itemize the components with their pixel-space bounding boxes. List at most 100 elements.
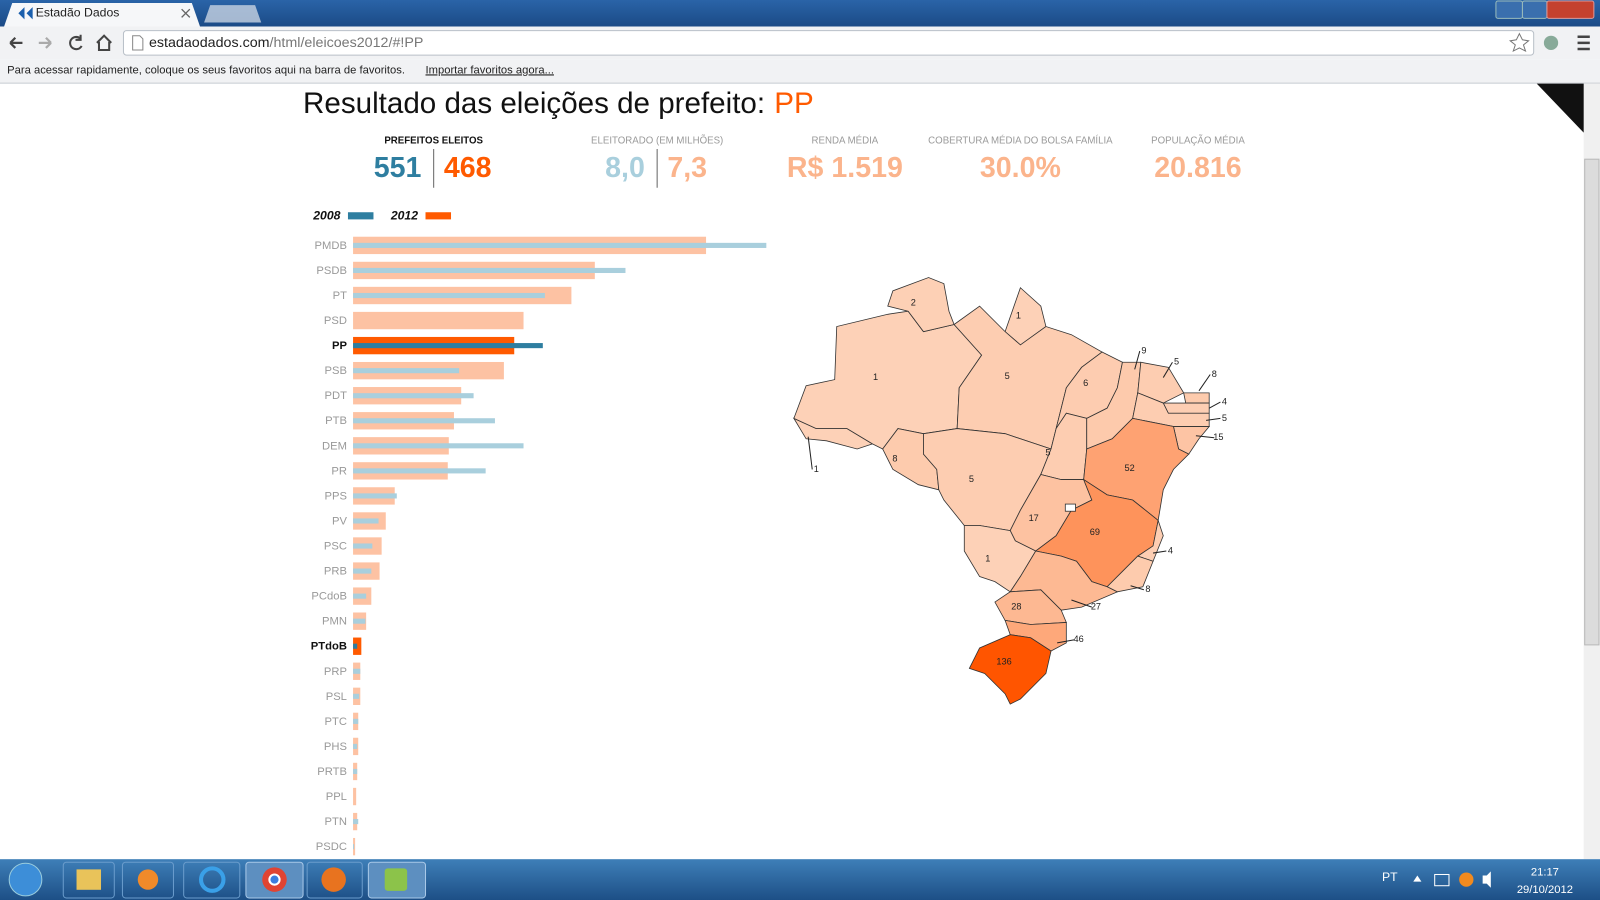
state-label: 4 <box>1222 396 1227 406</box>
category-label[interactable]: PP <box>332 340 347 352</box>
category-label[interactable]: PDT <box>325 390 348 402</box>
bookmarks-text: Para acessar rapidamente, coloque os seu… <box>7 64 405 76</box>
category-label[interactable]: PTdoB <box>311 641 347 653</box>
category-label[interactable]: PT <box>333 290 347 302</box>
bar[interactable] <box>353 267 626 274</box>
stat-label: PREFEITOS ELEITOS <box>384 135 483 146</box>
category-label[interactable]: PV <box>332 515 347 527</box>
category-label[interactable]: PRB <box>324 566 347 578</box>
tray-arrow[interactable] <box>1413 875 1422 882</box>
category-label[interactable]: PPS <box>324 490 346 502</box>
category-label[interactable]: PR <box>331 465 347 477</box>
state[interactable] <box>793 310 983 450</box>
bar[interactable] <box>353 493 397 499</box>
state[interactable] <box>1137 361 1185 404</box>
language[interactable]: PT <box>1382 870 1398 884</box>
category-label[interactable]: PSD <box>324 315 347 327</box>
star-button[interactable] <box>1508 32 1530 53</box>
state-label: 5 <box>1045 447 1050 457</box>
bar[interactable] <box>353 292 545 299</box>
bar[interactable] <box>353 743 358 749</box>
stat-label: ELEITORADO (EM MILHÕES) <box>591 135 723 146</box>
tab[interactable] <box>4 3 200 27</box>
bar[interactable] <box>353 593 367 599</box>
category-label[interactable]: PRTB <box>317 766 347 778</box>
bar[interactable] <box>353 618 366 624</box>
bar[interactable] <box>353 768 358 775</box>
extension-icon[interactable] <box>1543 35 1559 50</box>
category-label[interactable]: PRP <box>324 666 347 678</box>
back-button[interactable] <box>9 36 23 49</box>
bar[interactable] <box>353 368 460 374</box>
firefox-icon <box>321 867 346 892</box>
bar[interactable] <box>353 787 357 806</box>
new-tab[interactable] <box>204 5 262 23</box>
address-bar[interactable] <box>122 30 1535 56</box>
state[interactable] <box>1183 392 1210 404</box>
category-label[interactable]: PTB <box>325 415 347 427</box>
home-button[interactable] <box>96 34 112 52</box>
taskbar-media[interactable] <box>121 861 174 899</box>
bar[interactable] <box>353 468 486 474</box>
bar[interactable] <box>353 543 373 549</box>
network-icon[interactable] <box>1434 873 1450 887</box>
title-bar <box>0 0 1600 27</box>
bar[interactable] <box>353 311 524 330</box>
url-domain: estadaodados.com <box>149 35 270 51</box>
url: estadaodados.com/html/eleicoes2012/#!PP <box>149 35 423 51</box>
state-label: 1 <box>1016 311 1021 321</box>
forward-button[interactable] <box>38 36 52 49</box>
bar[interactable] <box>353 393 474 399</box>
category-label[interactable]: PSB <box>324 365 346 377</box>
maximize[interactable] <box>1521 0 1548 19</box>
state[interactable] <box>1162 402 1210 414</box>
bar[interactable] <box>353 418 495 424</box>
scroll-thumb[interactable] <box>1584 158 1600 646</box>
clock-date[interactable]: 29/10/2012 <box>1517 884 1573 896</box>
bar[interactable] <box>353 819 359 825</box>
state[interactable] <box>968 634 1052 705</box>
corner-ribbon[interactable] <box>1536 83 1584 133</box>
taskbar-explorer[interactable] <box>62 861 115 899</box>
category-label[interactable]: PSL <box>326 691 347 703</box>
bar[interactable] <box>353 693 360 699</box>
bar[interactable] <box>353 643 358 649</box>
category-label[interactable]: DEM <box>322 440 347 452</box>
category-label[interactable]: PTC <box>325 716 347 728</box>
state-label: 5 <box>1222 413 1227 423</box>
reload-button[interactable] <box>69 34 83 51</box>
page-title: Resultado das eleições de prefeito: PP <box>303 87 814 120</box>
category-label[interactable]: PSDB <box>316 265 347 277</box>
state[interactable] <box>887 277 955 333</box>
taskbar-ie[interactable] <box>183 861 241 899</box>
bookmarks-link[interactable]: Importar favoritos agora... <box>426 64 554 76</box>
taskbar-firefox[interactable] <box>306 861 363 899</box>
minimize[interactable] <box>1495 0 1523 19</box>
volume-icon[interactable] <box>1482 871 1491 888</box>
tab-close[interactable] <box>181 8 191 18</box>
bar[interactable] <box>353 568 372 574</box>
category-label[interactable]: PMDB <box>315 240 347 252</box>
bar[interactable] <box>353 718 359 724</box>
bar[interactable] <box>353 518 379 524</box>
legend-swatch <box>347 212 374 220</box>
category-label[interactable]: PSC <box>324 540 347 552</box>
bar[interactable] <box>353 844 355 850</box>
stat-value: 551 <box>374 152 422 184</box>
bar[interactable] <box>353 668 361 674</box>
menu-button[interactable] <box>1577 35 1590 51</box>
category-label[interactable]: PSDC <box>316 841 347 853</box>
tray-app-icon[interactable] <box>1459 872 1474 887</box>
start-button[interactable] <box>8 862 43 897</box>
bar[interactable] <box>353 242 767 248</box>
category-label[interactable]: PTN <box>325 816 347 828</box>
bar[interactable] <box>353 443 524 449</box>
category-label[interactable]: PCdoB <box>311 591 347 603</box>
bar[interactable] <box>353 343 543 349</box>
category-label[interactable]: PMN <box>322 616 347 628</box>
clock-time[interactable]: 21:17 <box>1531 866 1559 878</box>
close[interactable] <box>1546 0 1595 19</box>
category-label[interactable]: PHS <box>324 741 347 753</box>
category-label[interactable]: PPL <box>326 791 347 803</box>
title-text: Resultado das eleições de prefeito: <box>303 87 765 120</box>
